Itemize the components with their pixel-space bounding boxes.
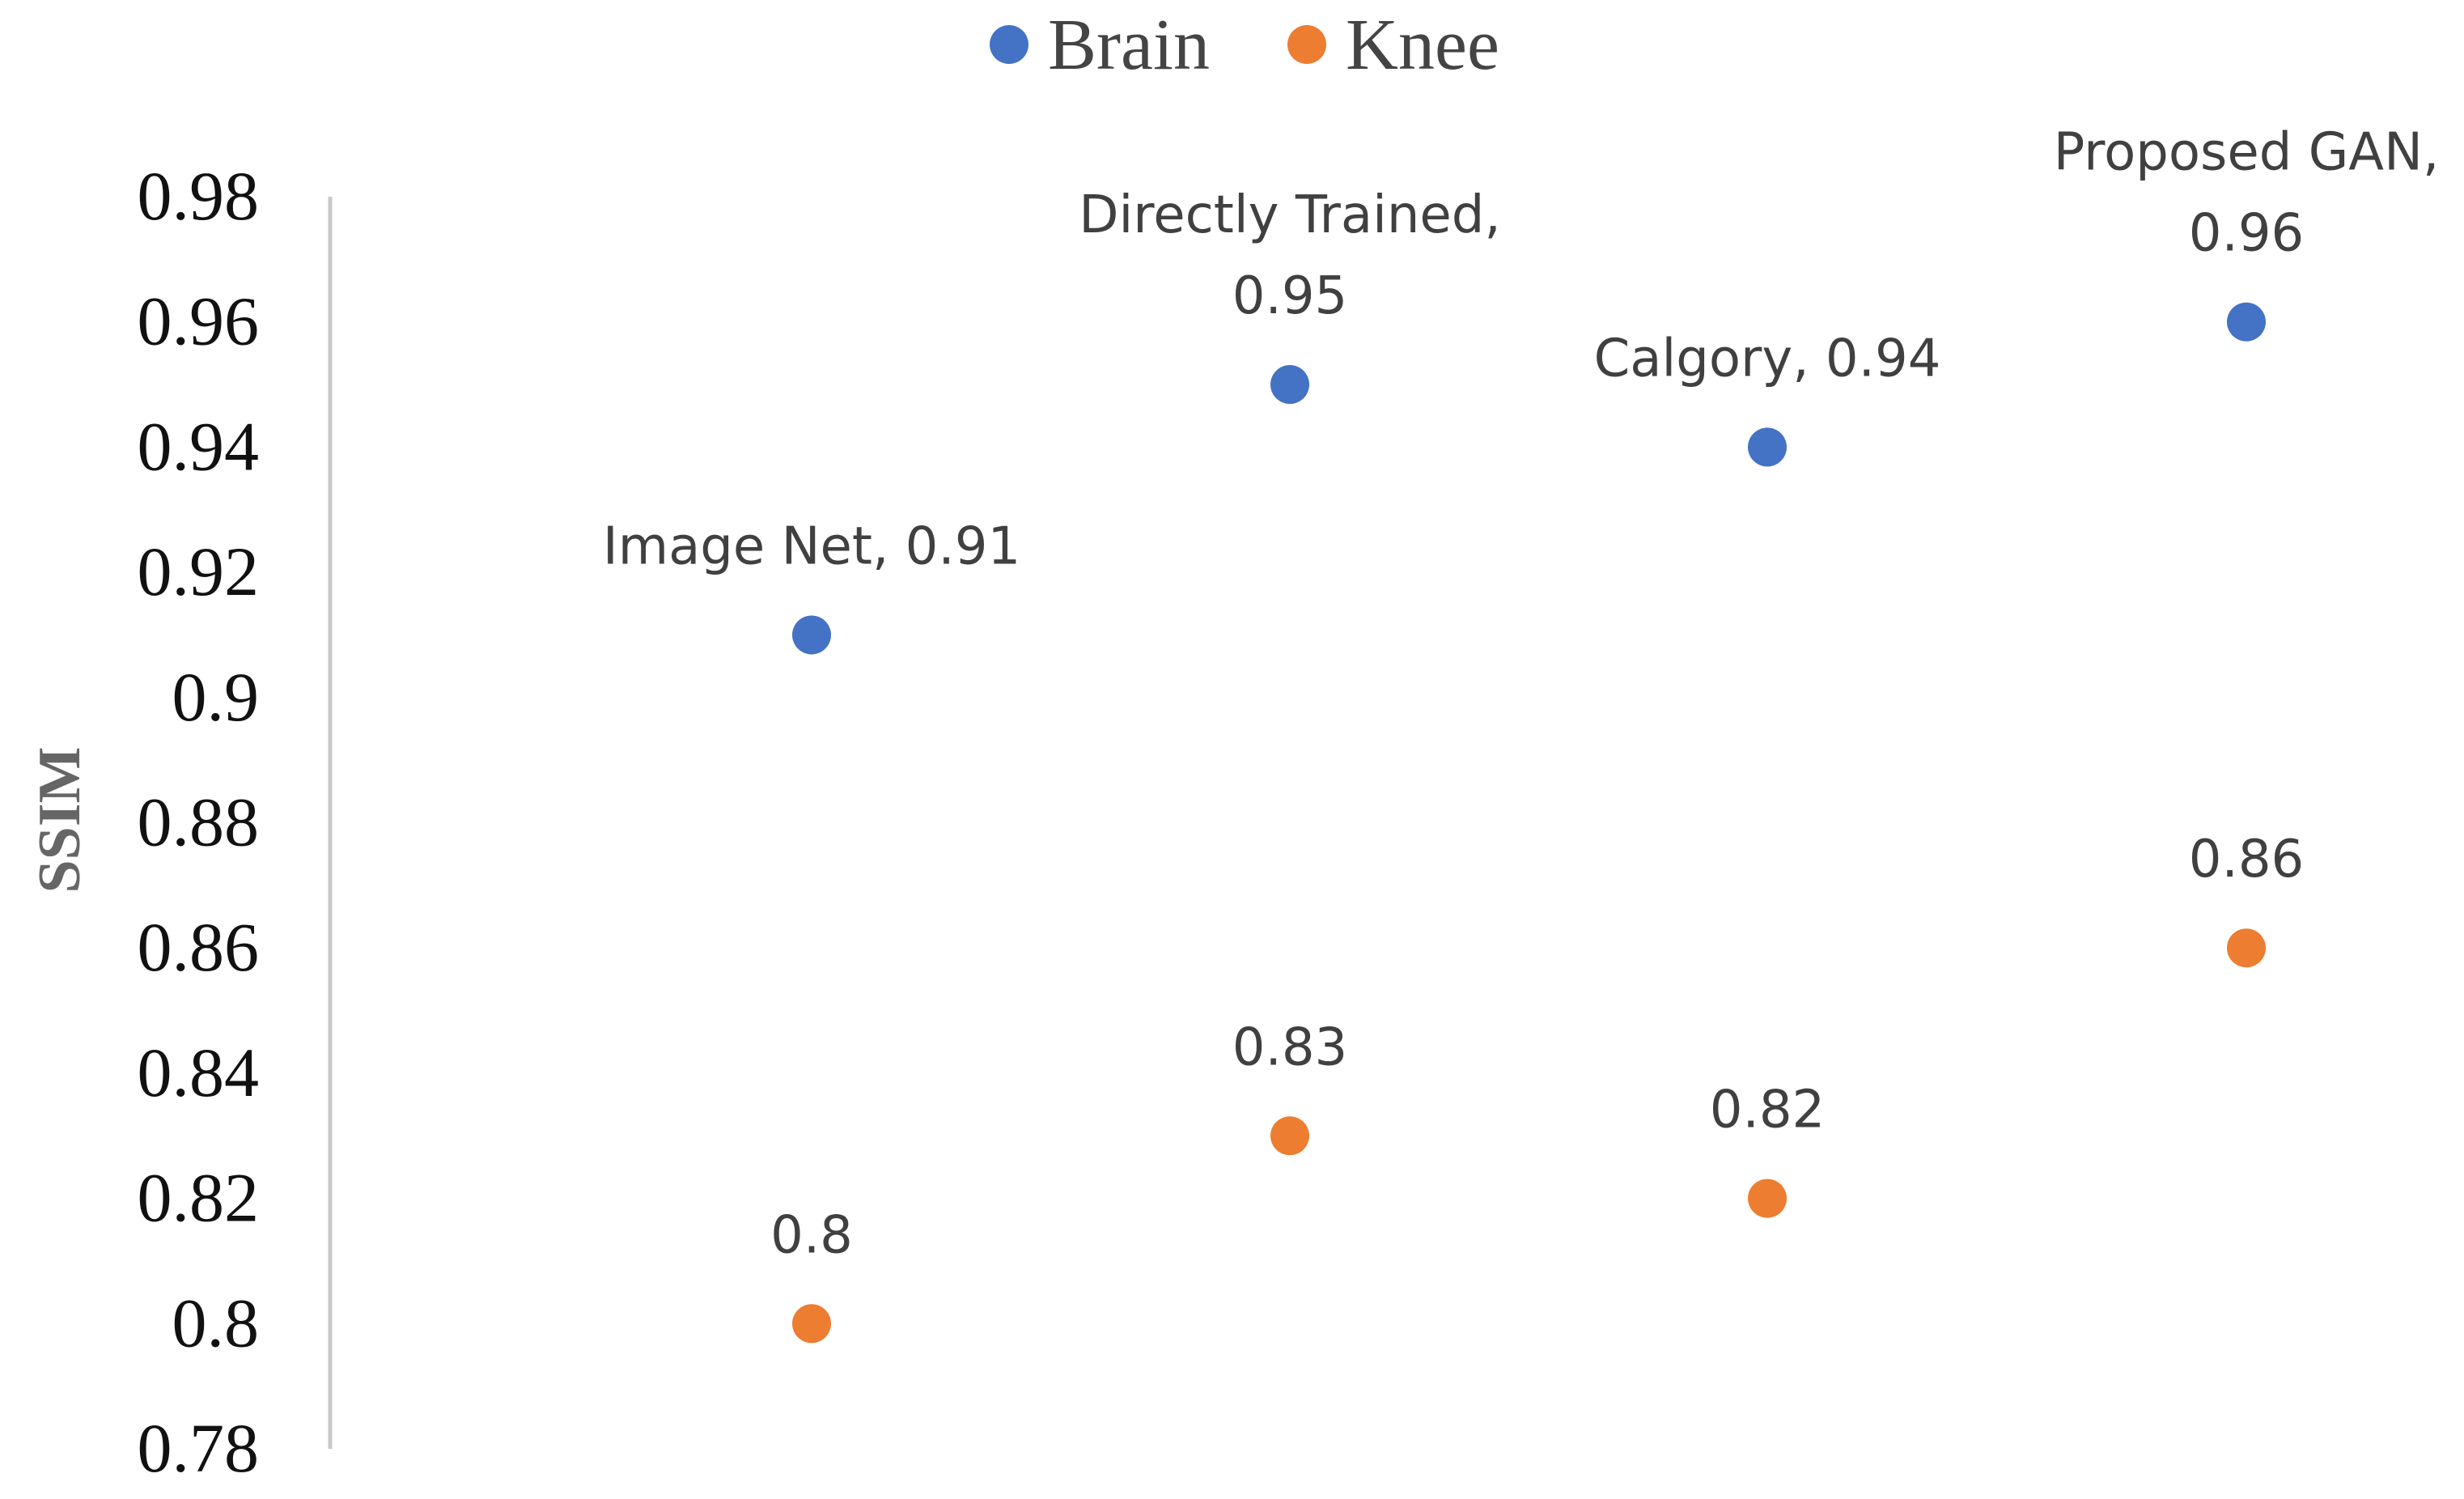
data-label-knee: 0.8 <box>770 1205 853 1265</box>
point-knee <box>1270 1116 1309 1156</box>
point-brain <box>1270 365 1309 405</box>
point-knee <box>2227 928 2266 968</box>
y-axis-ticks: 0.98 0.96 0.94 0.92 0.9 0.88 0.86 0.84 0.82 0.8 0.… <box>138 157 260 1487</box>
legend: Brain Knee <box>990 5 1499 85</box>
data-points <box>792 302 2266 1344</box>
data-label-knee: 0.83 <box>1232 1017 1348 1077</box>
legend-label-knee: Knee <box>1346 5 1499 85</box>
data-label-brain: Proposed GAN, 0.96 <box>2054 123 2440 264</box>
y-tick-label: 0.9 <box>172 658 260 736</box>
y-tick-label: 0.86 <box>138 908 260 986</box>
y-tick-label: 0.88 <box>138 783 260 861</box>
y-tick-label: 0.94 <box>138 407 260 485</box>
data-label-brain: Calgory, 0.94 <box>1594 329 1941 389</box>
y-tick-label: 0.8 <box>172 1284 260 1361</box>
y-tick-label: 0.92 <box>138 533 260 610</box>
data-label-brain: Directly Trained, 0.95 <box>1079 185 1501 326</box>
legend-marker-brain <box>990 25 1028 64</box>
legend-label-brain: Brain <box>1048 5 1210 85</box>
data-label-knee: 0.86 <box>2189 830 2305 890</box>
point-brain <box>1748 427 1787 467</box>
y-tick-label: 0.96 <box>138 282 260 360</box>
y-tick-label: 0.78 <box>138 1409 260 1487</box>
point-brain <box>792 615 831 655</box>
y-tick-label: 0.98 <box>138 157 260 235</box>
y-tick-label: 0.84 <box>138 1034 260 1111</box>
data-labels: Image Net, 0.91 Directly Trained, 0.95 Calg… <box>603 123 2439 1266</box>
data-label-brain: Image Net, 0.91 <box>603 516 1020 576</box>
y-tick-label: 0.82 <box>138 1159 260 1237</box>
legend-marker-knee <box>1287 25 1326 64</box>
point-brain <box>2227 302 2266 342</box>
y-axis-title: SSIM <box>27 747 93 894</box>
data-label-knee: 0.82 <box>1710 1081 1826 1140</box>
point-knee <box>792 1304 831 1344</box>
point-knee <box>1748 1178 1787 1218</box>
